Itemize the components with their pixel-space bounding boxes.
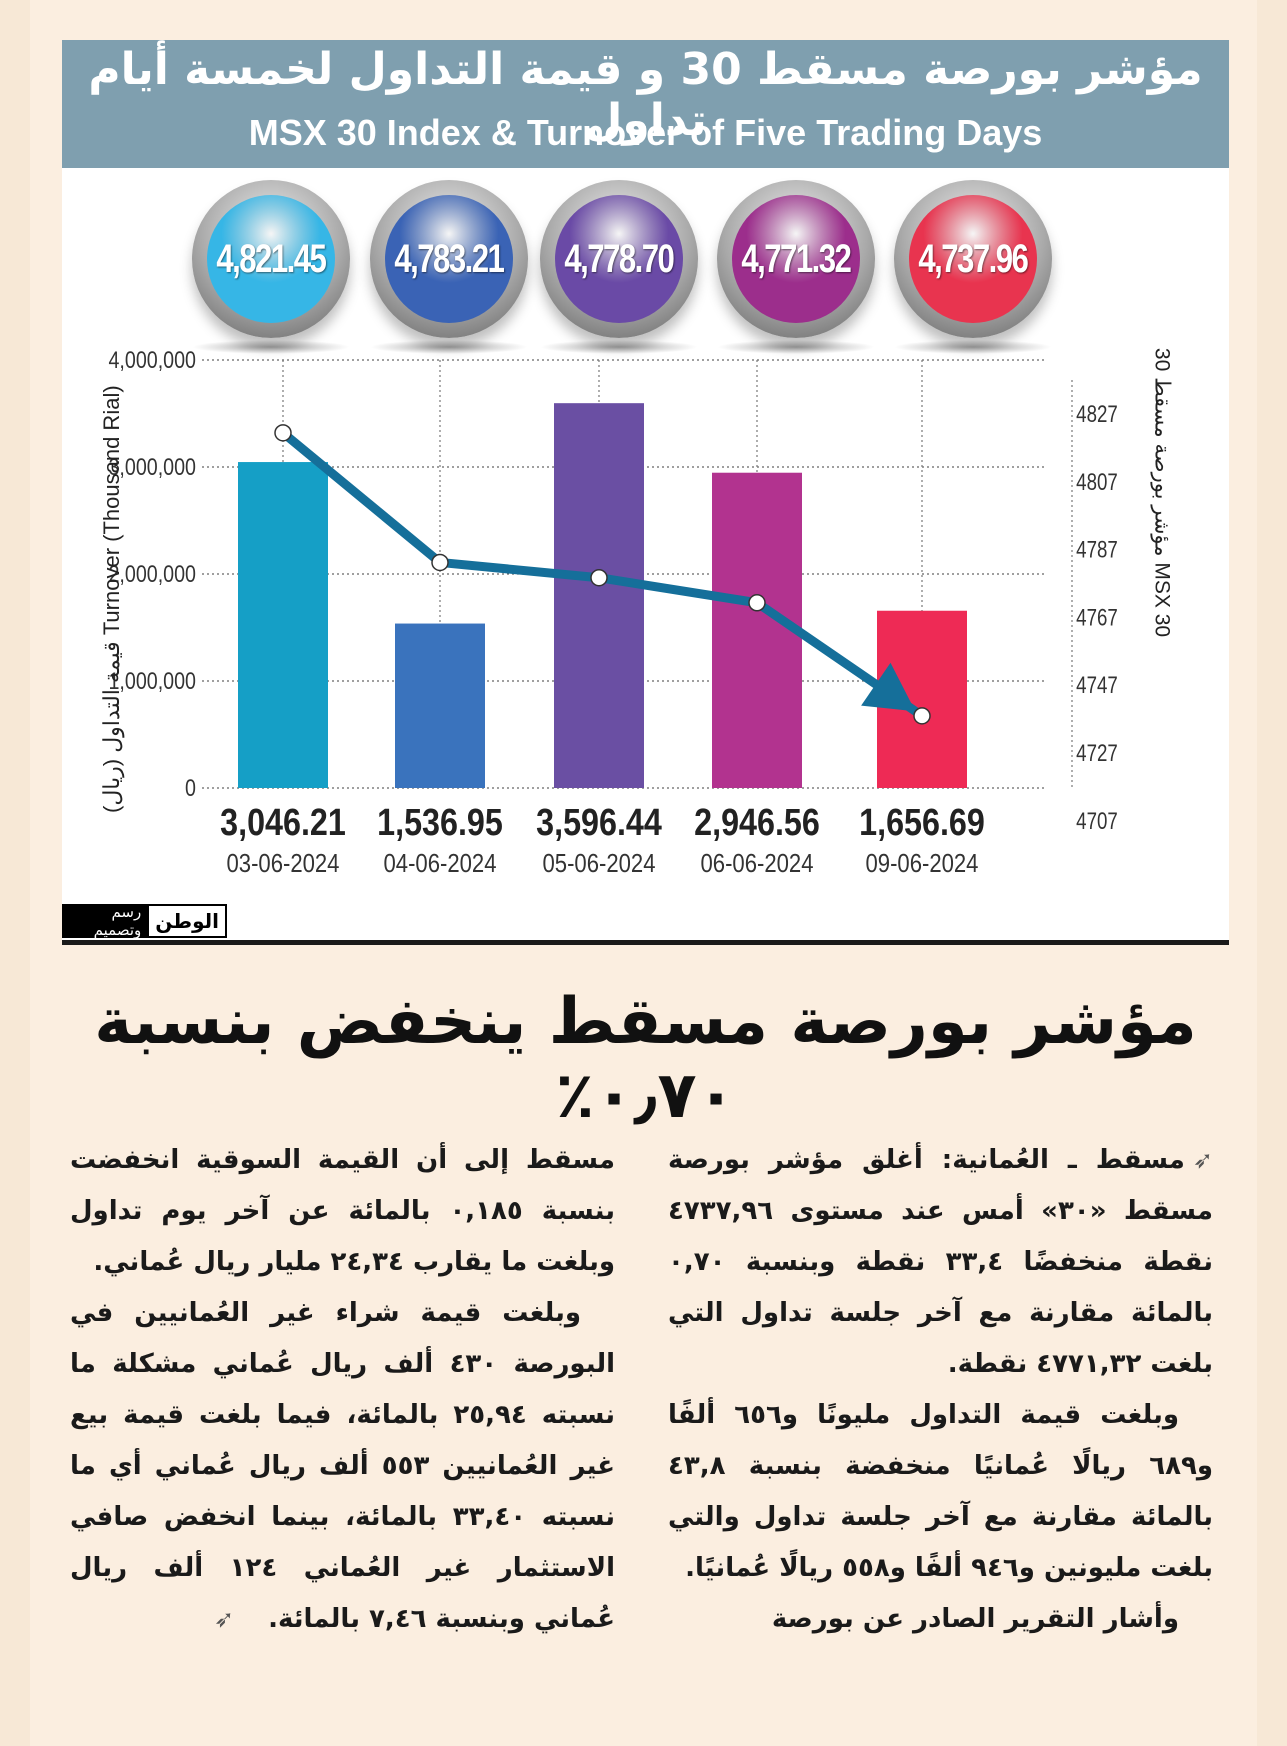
paragraph-text: وبلغت قيمة شراء غير العُمانيين في البورص… (70, 1298, 616, 1634)
bar-value-label: 3,046.21 (220, 802, 346, 844)
index-point (590, 568, 608, 587)
y-right-tick-label: 4727 (1076, 740, 1118, 767)
orb-shadow (894, 340, 1052, 354)
index-orb-face: 4,778.70 (555, 195, 683, 323)
x-tick-label: 09-06-2024 (866, 849, 979, 878)
index-value: 4,771.32 (741, 236, 853, 281)
logo-name: الوطن (147, 904, 227, 938)
turnover-bar (554, 403, 644, 788)
index-orb-face: 4,783.21 (385, 195, 513, 323)
x-tick-label: 03-06-2024 (227, 849, 340, 878)
infographic: مؤشر بورصة مسقط 30 و قيمة التداول لخمسة … (62, 40, 1229, 940)
index-orb-face: 4,737.96 (909, 195, 1037, 323)
y-left-tick-label: 4,000,000 (108, 346, 196, 373)
orb-shadow (717, 340, 875, 354)
index-value: 4,737.96 (918, 236, 1030, 281)
index-orb: 4,778.70 (540, 180, 698, 338)
bar-value-label: 3,596.44 (536, 802, 662, 844)
index-orb: 4,821.45 (192, 180, 350, 338)
turnover-bar (238, 462, 328, 788)
article-column-right: ➶مسقط ـ العُمانية: أغلق مؤشر بورصة مسقط … (668, 1135, 1213, 1645)
x-tick-label: 04-06-2024 (384, 849, 497, 878)
bar-value-label: 1,656.69 (859, 802, 985, 844)
paragraph: مسقط إلى أن القيمة السوقية انخفضت بنسبة … (70, 1145, 615, 1277)
y-axis-left-title: قيمة التداول (ريال) Turnover (Thousand R… (99, 385, 124, 813)
index-point (274, 424, 292, 442)
y-right-tick-label: 4707 (1076, 808, 1118, 835)
y-left-tick-label: 1,000,000 (108, 667, 196, 694)
turnover-bar (395, 623, 485, 788)
index-orb: 4,771.32 (717, 180, 875, 338)
article-column-left: مسقط إلى أن القيمة السوقية انخفضت بنسبة … (70, 1135, 615, 1645)
infographic-title-english: MSX 30 Index & Turnover of Five Trading … (248, 112, 1043, 153)
index-orb: 4,737.96 (894, 180, 1052, 338)
logo-tagline: رسم وتصميم (62, 903, 148, 939)
index-value: 4,783.21 (394, 236, 506, 281)
bird-icon: ➶ (1192, 1146, 1213, 1174)
x-tick-label: 06-06-2024 (701, 849, 814, 878)
index-point (913, 707, 931, 725)
paragraph: وبلغت قيمة شراء غير العُمانيين في البورص… (70, 1288, 615, 1645)
index-arrow-head (861, 662, 916, 712)
y-left-tick-label: 2,000,000 (108, 560, 196, 587)
paragraph-text: مسقط ـ العُمانية: أغلق مؤشر بورصة مسقط «… (668, 1145, 1213, 1379)
orb-shadow (370, 340, 528, 354)
infographic-header: مؤشر بورصة مسقط 30 و قيمة التداول لخمسة … (62, 40, 1229, 168)
index-point (748, 594, 766, 612)
y-left-tick-label: 3,000,000 (108, 453, 196, 480)
paragraph: ➶مسقط ـ العُمانية: أغلق مؤشر بورصة مسقط … (668, 1135, 1213, 1390)
y-right-tick-label: 4767 (1076, 604, 1118, 631)
y-right-tick-label: 4747 (1076, 672, 1118, 699)
index-orb-face: 4,821.45 (207, 195, 335, 323)
y-right-tick-label: 4787 (1076, 536, 1118, 563)
publisher-logo: الوطن رسم وتصميم (62, 903, 227, 939)
y-left-tick-label: 0 (185, 774, 196, 801)
paragraph: وبلغت قيمة التداول مليونًا و٦٥٦ ألفًا و٦… (668, 1400, 1213, 1583)
y-axis-right-title: مؤشر بورصة مسقط 30 MSX 30 (1150, 347, 1174, 638)
infographic-title-arabic: مؤشر بورصة مسقط 30 و قيمة التداول لخمسة … (88, 44, 1203, 146)
orb-shadow (540, 340, 698, 354)
index-orb-face: 4,771.32 (732, 195, 860, 323)
y-right-tick-label: 4827 (1076, 401, 1118, 428)
article-headline: مؤشر بورصة مسقط ينخفض بنسبة ٠٫٧٠٪ (94, 985, 1197, 1133)
y-right-tick-label: 4807 (1076, 469, 1118, 496)
orb-shadow (192, 340, 350, 354)
index-value: 4,821.45 (216, 236, 328, 281)
turnover-bar (712, 472, 802, 788)
index-value: 4,778.70 (564, 236, 676, 281)
index-orb: 4,783.21 (370, 180, 528, 338)
section-divider (62, 940, 1229, 945)
turnover-index-chart: 4,000,000 3,000,000 2,000,000 1,000,000 0 482… (108, 346, 1118, 878)
index-point (431, 553, 449, 572)
x-tick-label: 05-06-2024 (543, 849, 656, 878)
bar-value-label: 2,946.56 (694, 802, 820, 844)
paragraph: وأشار التقرير الصادر عن بورصة (771, 1604, 1179, 1634)
bird-icon: ➶ (213, 1605, 235, 1633)
bar-value-label: 1,536.95 (377, 802, 503, 844)
